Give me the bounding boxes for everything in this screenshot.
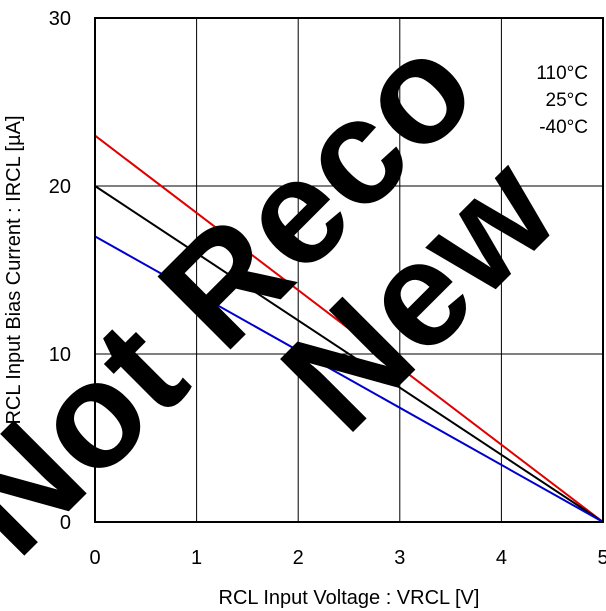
legend: 110°C 25°C -40°C bbox=[536, 63, 588, 138]
legend-entry-25c: 25°C bbox=[546, 90, 588, 111]
watermark: Not Reco New bbox=[0, 1, 587, 585]
x-tick-labels: 0 1 2 3 4 5 bbox=[89, 547, 606, 569]
x-axis-title: RCL Input Voltage : VRCL [V] bbox=[219, 587, 480, 609]
x-tick-label-1: 1 bbox=[191, 547, 202, 569]
x-tick-label-5: 5 bbox=[597, 547, 606, 569]
legend-entry-110c: 110°C bbox=[536, 63, 588, 84]
x-tick-label-3: 3 bbox=[394, 547, 405, 569]
legend-entry-minus40c: -40°C bbox=[539, 117, 588, 138]
x-tick-label-4: 4 bbox=[496, 547, 507, 569]
y-tick-label-30: 30 bbox=[49, 8, 71, 30]
x-tick-label-2: 2 bbox=[293, 547, 304, 569]
x-tick-label-0: 0 bbox=[89, 547, 100, 569]
y-tick-label-20: 20 bbox=[49, 176, 71, 198]
